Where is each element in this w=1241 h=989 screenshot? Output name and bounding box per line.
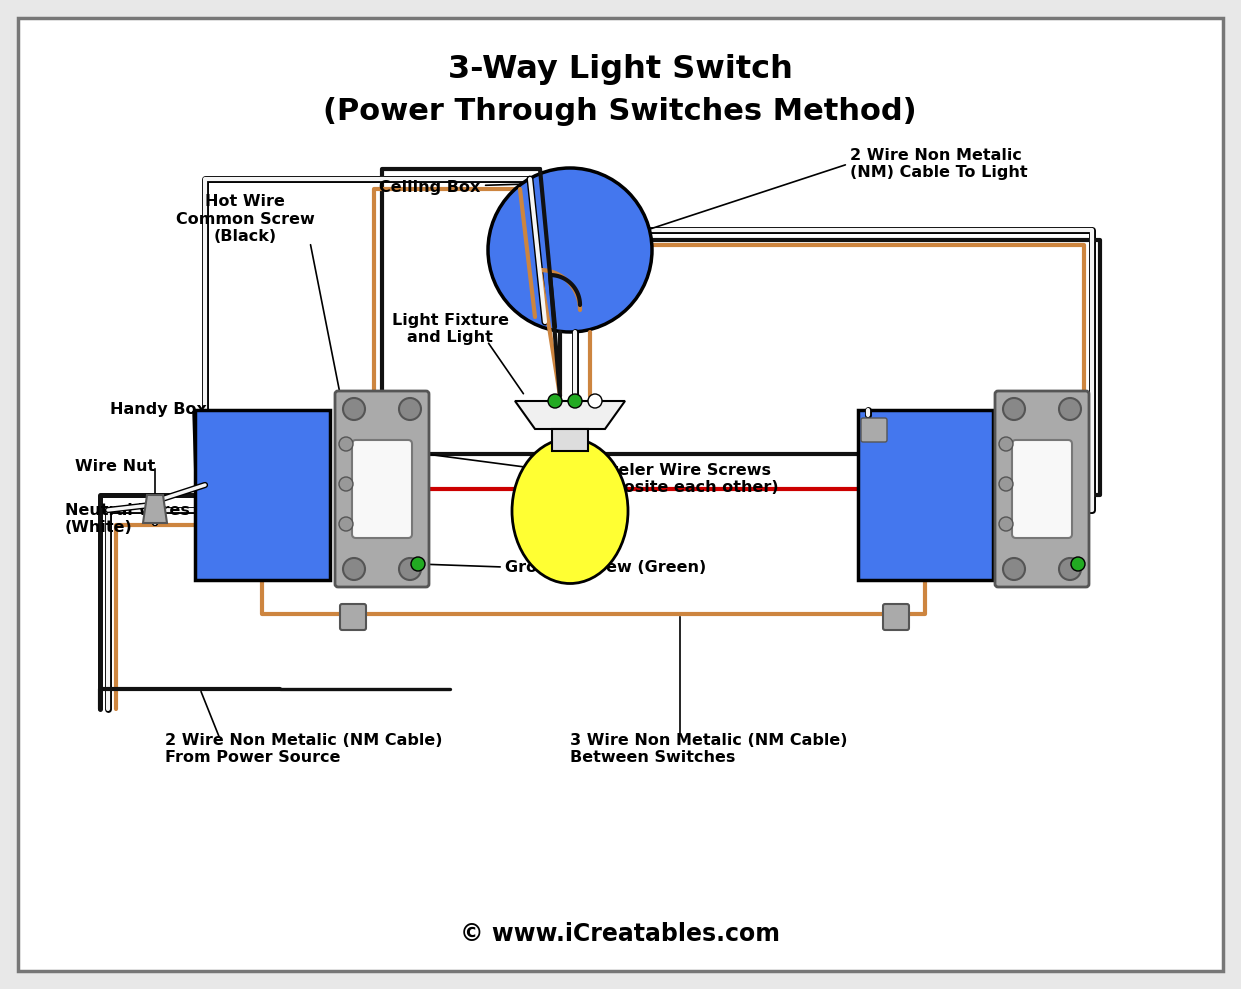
Text: Ground Screw (Green): Ground Screw (Green) [505, 560, 706, 575]
Circle shape [339, 437, 352, 451]
Circle shape [568, 394, 582, 408]
Circle shape [1059, 558, 1081, 580]
Circle shape [999, 437, 1013, 451]
Text: 2 Wire Non Metalic
(NM) Cable To Light: 2 Wire Non Metalic (NM) Cable To Light [850, 147, 1028, 180]
Circle shape [588, 394, 602, 408]
Circle shape [400, 558, 421, 580]
Bar [552, 429, 588, 451]
Text: Wire Nut: Wire Nut [74, 459, 155, 474]
FancyBboxPatch shape [1011, 440, 1072, 538]
Text: Hot Wire
Common Screw
(Black): Hot Wire Common Screw (Black) [176, 194, 314, 244]
Circle shape [1003, 398, 1025, 420]
FancyBboxPatch shape [352, 440, 412, 538]
Text: (Power Through Switches Method): (Power Through Switches Method) [323, 97, 917, 126]
Text: Ceiling Box: Ceiling Box [379, 179, 557, 195]
FancyBboxPatch shape [995, 391, 1090, 587]
Circle shape [411, 557, 424, 571]
Text: Handy Box: Handy Box [110, 402, 207, 416]
Circle shape [339, 517, 352, 531]
Bar [858, 410, 993, 580]
Bar [195, 410, 330, 580]
FancyBboxPatch shape [861, 418, 887, 442]
Polygon shape [143, 495, 168, 523]
Circle shape [999, 477, 1013, 491]
Ellipse shape [513, 438, 628, 584]
FancyBboxPatch shape [335, 391, 429, 587]
FancyBboxPatch shape [340, 604, 366, 630]
Circle shape [343, 558, 365, 580]
Text: 3 Wire Non Metalic (NM Cable)
Between Switches: 3 Wire Non Metalic (NM Cable) Between Sw… [570, 733, 848, 765]
Text: Neutral Wires
(White): Neutral Wires (White) [65, 502, 190, 535]
Circle shape [999, 517, 1013, 531]
Circle shape [1071, 557, 1085, 571]
Text: Traveler Wire Screws
(Opposite each other): Traveler Wire Screws (Opposite each othe… [580, 463, 778, 495]
FancyBboxPatch shape [884, 604, 908, 630]
Circle shape [400, 398, 421, 420]
Circle shape [1059, 398, 1081, 420]
Text: 3-Way Light Switch: 3-Way Light Switch [448, 53, 793, 84]
Polygon shape [515, 401, 625, 429]
Circle shape [339, 477, 352, 491]
Circle shape [1003, 558, 1025, 580]
Circle shape [488, 168, 652, 332]
Text: 2 Wire Non Metalic (NM Cable)
From Power Source: 2 Wire Non Metalic (NM Cable) From Power… [165, 733, 443, 765]
Circle shape [549, 394, 562, 408]
Text: © www.iCreatables.com: © www.iCreatables.com [460, 922, 781, 946]
Circle shape [343, 398, 365, 420]
Text: Light Fixture
and Light: Light Fixture and Light [391, 313, 509, 345]
